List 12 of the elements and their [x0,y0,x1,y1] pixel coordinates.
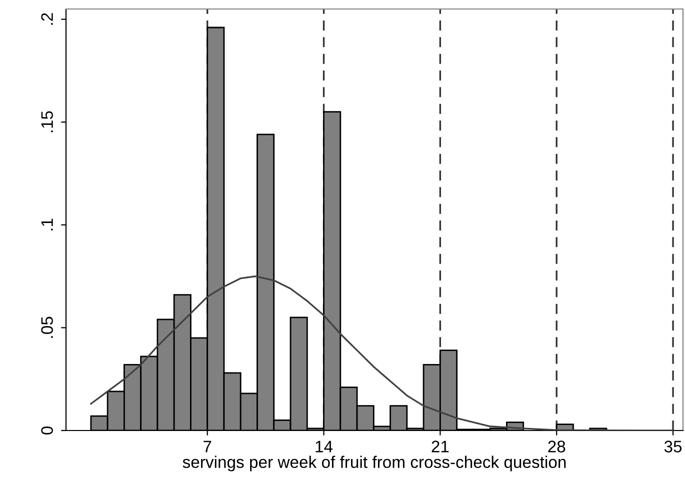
x-axis-title: servings per week of fruit from cross-check question [182,456,566,472]
y-tick-label: .05 [41,316,53,338]
x-tick-label: 7 [204,440,212,452]
line-series [90,275,674,430]
x-tick-label: 21 [432,440,449,452]
y-tick-label: .15 [41,111,53,132]
y-tick-label: .1 [41,218,53,230]
x-tick-label: 28 [548,440,566,452]
y-tick-label: .2 [41,13,53,25]
x-tick-label: 35 [664,440,682,452]
x-tick-label: 14 [316,440,333,452]
y-tick-label: 0 [41,426,53,434]
